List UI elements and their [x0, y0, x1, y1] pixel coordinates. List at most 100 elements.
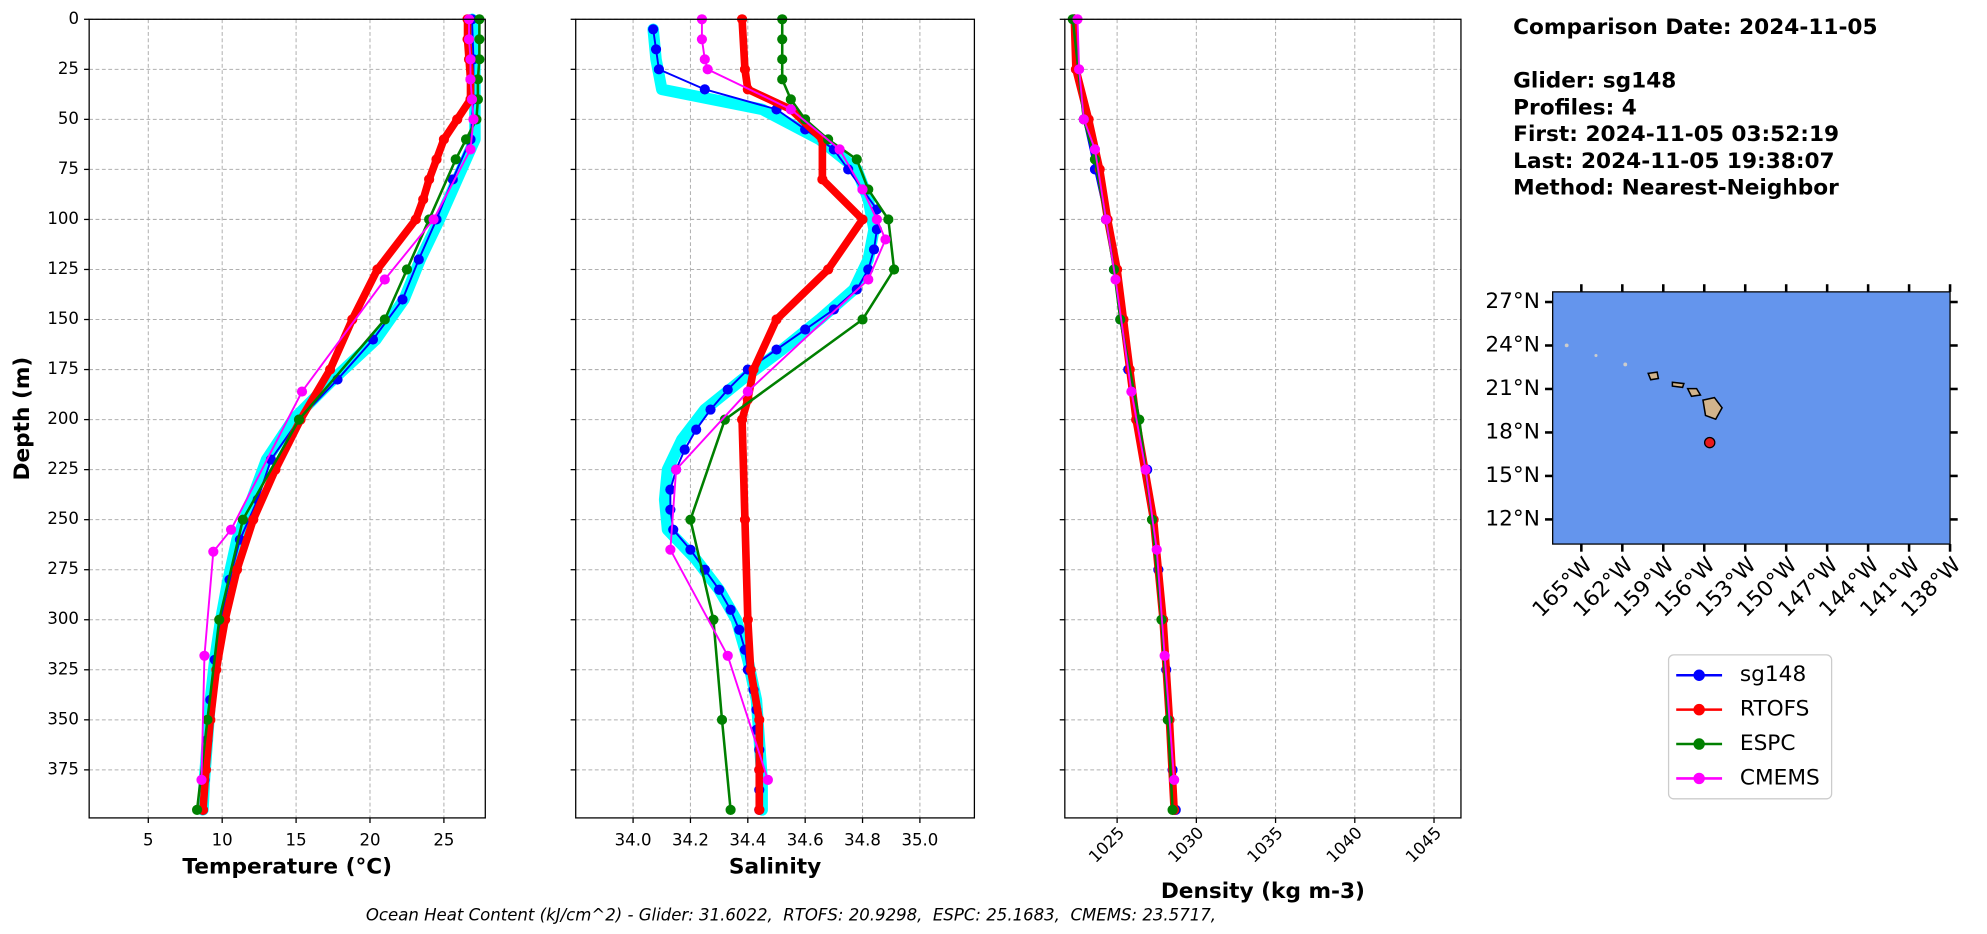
island	[1671, 381, 1685, 389]
legend-label: ESPC	[1740, 731, 1796, 756]
marker	[857, 214, 868, 225]
series-line	[1071, 18, 1174, 812]
marker	[468, 114, 479, 125]
marker	[745, 664, 756, 675]
series-line	[200, 18, 475, 781]
marker	[665, 544, 676, 555]
marker	[696, 34, 708, 45]
marker	[466, 94, 478, 105]
y-tick-label: 150	[47, 309, 79, 328]
marker	[823, 264, 834, 275]
y-tick-label: 25	[58, 59, 79, 78]
marker	[202, 714, 213, 725]
marker	[843, 164, 854, 175]
marker	[450, 154, 461, 165]
x-tick-label: 35.0	[901, 830, 938, 849]
marker	[401, 264, 413, 275]
y-tick-label: 12°N	[1485, 506, 1540, 531]
marker	[722, 384, 733, 395]
marker	[851, 154, 862, 165]
marker	[379, 274, 390, 285]
island	[1647, 371, 1660, 381]
legend-marker	[1693, 738, 1705, 750]
marker	[742, 614, 753, 625]
marker	[1162, 714, 1173, 725]
marker	[880, 234, 891, 245]
marker	[754, 714, 765, 725]
info-line: Last: 2024-11-05 19:38:07	[1513, 149, 1834, 174]
y-tick-label: 275	[47, 559, 79, 578]
marker	[888, 264, 900, 275]
marker	[465, 74, 476, 85]
x-tick-label: 1030	[1164, 823, 1207, 866]
marker	[1078, 114, 1089, 125]
y-tick-label: 325	[47, 659, 79, 678]
marker	[465, 144, 476, 155]
marker	[379, 314, 390, 325]
marker	[438, 134, 449, 145]
ocean	[1552, 291, 1951, 545]
marker	[293, 414, 305, 425]
y-tick-label: 375	[47, 759, 79, 778]
marker	[648, 24, 659, 35]
marker	[863, 274, 874, 285]
marker	[200, 764, 212, 775]
marker	[699, 54, 710, 65]
y-tick-label: 200	[47, 409, 79, 428]
x-tick-label: 34.0	[615, 830, 652, 849]
y-tick-label: 50	[58, 109, 79, 128]
island	[1686, 387, 1702, 398]
y-tick-label: 15°N	[1485, 463, 1540, 488]
marker	[708, 614, 719, 625]
marker	[452, 114, 463, 125]
info-line: Profiles: 4	[1513, 95, 1637, 120]
x-tick-label: 25	[433, 830, 454, 849]
marker	[699, 84, 710, 95]
marker	[1089, 144, 1101, 155]
marker	[463, 34, 475, 45]
info-line: Comparison Date: 2024-11-05	[1513, 15, 1877, 40]
marker	[418, 194, 429, 205]
marker	[424, 174, 435, 185]
x-tick-label: 10	[212, 830, 233, 849]
marker	[714, 584, 725, 595]
marker	[196, 774, 207, 785]
marker	[777, 34, 788, 45]
marker	[771, 344, 782, 355]
marker	[785, 94, 796, 105]
legend-label: RTOFS	[1740, 697, 1810, 722]
marker	[1151, 544, 1162, 555]
marker	[650, 44, 662, 55]
x-tick-label: 34.4	[729, 830, 766, 849]
series-band	[197, 13, 481, 816]
y-tick-label: 100	[47, 209, 79, 228]
marker	[817, 174, 828, 185]
y-tick-label: 75	[58, 159, 79, 178]
plot-frame	[575, 18, 976, 819]
legend-label: CMEMS	[1740, 765, 1820, 790]
marker	[857, 314, 868, 325]
series-line	[202, 18, 475, 811]
marker	[736, 414, 748, 425]
marker	[214, 614, 225, 625]
marker	[828, 304, 839, 315]
x-axis-label: Temperature (°C)	[182, 855, 392, 880]
marker	[347, 314, 358, 325]
marker	[691, 424, 702, 435]
y-tick-label: 250	[47, 509, 79, 528]
marker	[474, 54, 485, 65]
marker	[1167, 804, 1178, 815]
map-frame	[1552, 291, 1951, 545]
marker	[777, 54, 788, 65]
series-line	[199, 15, 475, 814]
footer: Ocean Heat Content (kJ/cm^2) - Glider: 3…	[366, 905, 1216, 924]
island	[1594, 354, 1598, 358]
y-tick-label: 21°N	[1485, 376, 1540, 401]
series-line	[669, 18, 887, 781]
marker	[474, 34, 485, 45]
legend-marker	[1693, 703, 1705, 716]
series-line	[195, 18, 481, 812]
marker	[1159, 650, 1170, 661]
